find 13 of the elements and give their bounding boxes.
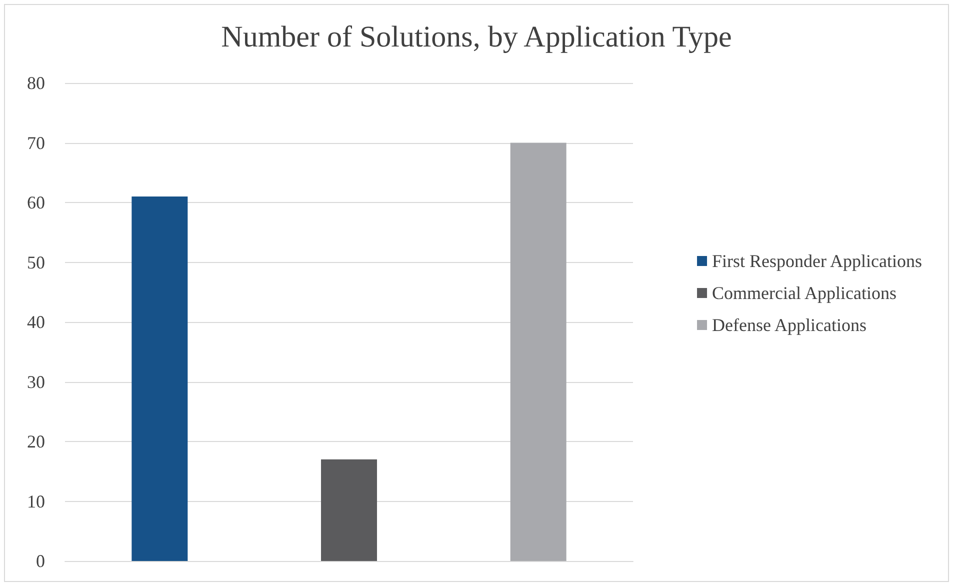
y-tick-label: 80 xyxy=(27,73,45,93)
legend-label: Commercial Applications xyxy=(712,283,896,303)
legend-label: Defense Applications xyxy=(712,315,866,335)
legend-label: First Responder Applications xyxy=(712,251,922,271)
y-tick-label: 60 xyxy=(27,192,45,212)
y-tick-label: 70 xyxy=(27,132,45,153)
y-tick-label: 30 xyxy=(27,372,45,392)
chart-title: Number of Solutions, by Application Type xyxy=(221,20,732,54)
y-tick-label: 40 xyxy=(27,312,45,332)
y-tick-label: 10 xyxy=(27,491,45,512)
y-tick-label: 50 xyxy=(27,252,45,272)
y-tick-label: 0 xyxy=(36,551,45,571)
y-tick-label: 20 xyxy=(27,432,45,452)
